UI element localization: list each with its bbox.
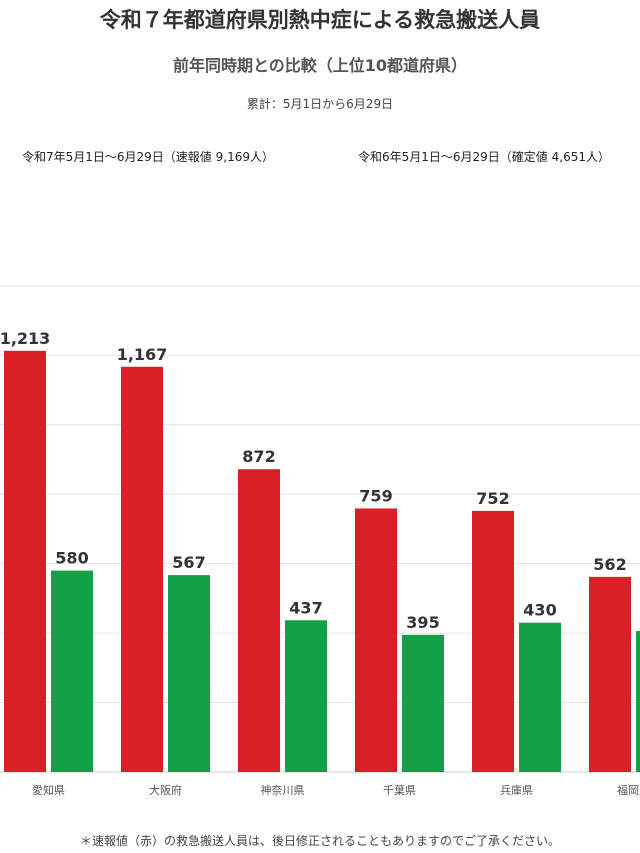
bar-current-year: [238, 469, 280, 772]
bar-value-label: 437: [289, 598, 322, 617]
category-label: 神奈川県: [261, 783, 305, 797]
legend-current: 令和7年5月1日～6月29日（速報値 9,169人）: [22, 150, 274, 164]
bar-previous-year: [168, 575, 210, 772]
bar-previous-year: [636, 631, 640, 772]
bar-current-year: [589, 576, 631, 772]
bar-value-label: 567: [172, 553, 205, 572]
category-label: 大阪府: [149, 783, 182, 797]
bar-value-label: 430: [523, 601, 556, 620]
category-label: 愛知県: [32, 783, 65, 797]
bar-value-label: 752: [476, 489, 509, 508]
bar-previous-year: [519, 622, 561, 772]
bar-previous-year: [402, 634, 444, 772]
bar-value-label: 562: [593, 555, 626, 574]
footnote: ＊速報値（赤）の救急搬送人員は、後日修正されることもありますのでご了承ください。: [79, 834, 560, 848]
bar-value-label: 1,167: [117, 345, 168, 364]
category-label: 兵庫県: [500, 783, 533, 797]
bar-previous-year: [51, 570, 93, 772]
bar-value-label: 872: [242, 447, 275, 466]
bar-current-year: [472, 510, 514, 772]
category-label: 福岡県: [617, 783, 640, 797]
bar-current-year: [355, 508, 397, 772]
bar-value-label: 580: [55, 549, 88, 568]
category-label: 千葉県: [383, 783, 416, 797]
bar-previous-year: [285, 620, 327, 772]
bar-current-year: [121, 366, 163, 772]
category-labels: 愛知県 大阪府 神奈川県 千葉県 兵庫県 福岡県: [32, 783, 640, 797]
bar-current-year: [4, 350, 46, 772]
legend-previous: 令和6年5月1日～6月29日（確定値 4,651人）: [358, 150, 610, 164]
chart-subtitle: 前年同時期との比較（上位10都道府県）: [172, 56, 468, 75]
bars: [4, 350, 640, 772]
chart-title: 令和７年都道府県別熱中症による救急搬送人員: [99, 8, 541, 32]
bar-value-label: 1,213: [0, 329, 50, 348]
bar-value-label: 759: [359, 486, 392, 505]
period-note: 累計：5月1日から6月29日: [246, 97, 394, 111]
bar-value-label: 395: [406, 613, 439, 632]
